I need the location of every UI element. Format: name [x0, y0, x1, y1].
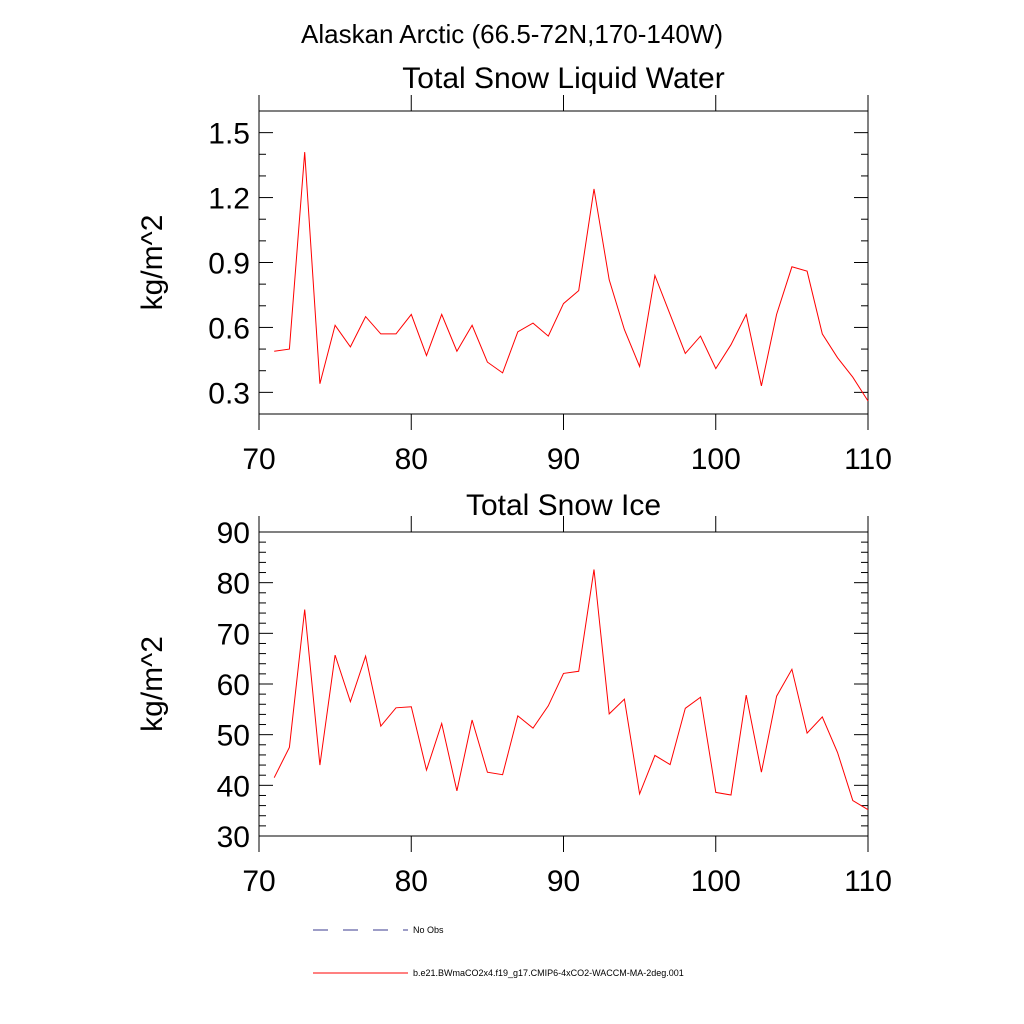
x-tick-label: 110 [844, 443, 892, 476]
y-axis-title: kg/m^2 [136, 215, 169, 311]
y-tick-label: 80 [217, 568, 250, 601]
y-tick-label: 1.5 [208, 118, 250, 151]
x-tick-label: 110 [844, 865, 892, 898]
x-tick-label: 100 [691, 443, 741, 476]
x-tick-label: 80 [395, 865, 428, 898]
x-tick-label: 100 [691, 865, 741, 898]
y-tick-label: 90 [217, 517, 250, 550]
panel-snow-liquid-water: Total Snow Liquid Water 70 80 90 100 110 0.3 0.… [136, 62, 892, 476]
figure-suptitle: Alaskan Arctic (66.5-72N,170-140W) [301, 19, 723, 49]
y-tick-label: 70 [217, 618, 250, 651]
panel-title: Total Snow Liquid Water [402, 62, 724, 95]
plot-frame [258, 531, 869, 837]
y-tick-label: 0.6 [208, 312, 250, 345]
x-tick-label: 90 [547, 443, 580, 476]
x-tick-label: 80 [395, 443, 428, 476]
legend-label-model-run: b.e21.BWmaCO2x4.f19_g17.CMIP6-4xCO2-WACC… [413, 968, 684, 978]
y-tick-label: 60 [217, 669, 250, 702]
legend: No Obs b.e21.BWmaCO2x4.f19_g17.CMIP6-4xC… [313, 925, 684, 978]
y-tick-label: 50 [217, 720, 250, 753]
plot-frame [258, 110, 869, 415]
series-line [274, 152, 869, 402]
y-tick-label: 1.2 [208, 183, 250, 216]
y-tick-label: 40 [217, 770, 250, 803]
y-tick-label: 30 [217, 821, 250, 854]
y-tick-label: 0.3 [208, 377, 250, 410]
x-tick-label: 70 [242, 443, 275, 476]
series-line [273, 569, 869, 811]
legend-label-no-obs: No Obs [413, 925, 444, 935]
x-tick-label: 90 [547, 865, 580, 898]
y-tick-label: 0.9 [208, 248, 250, 281]
x-tick-label: 70 [242, 865, 275, 898]
y-axis-title: kg/m^2 [136, 636, 169, 732]
